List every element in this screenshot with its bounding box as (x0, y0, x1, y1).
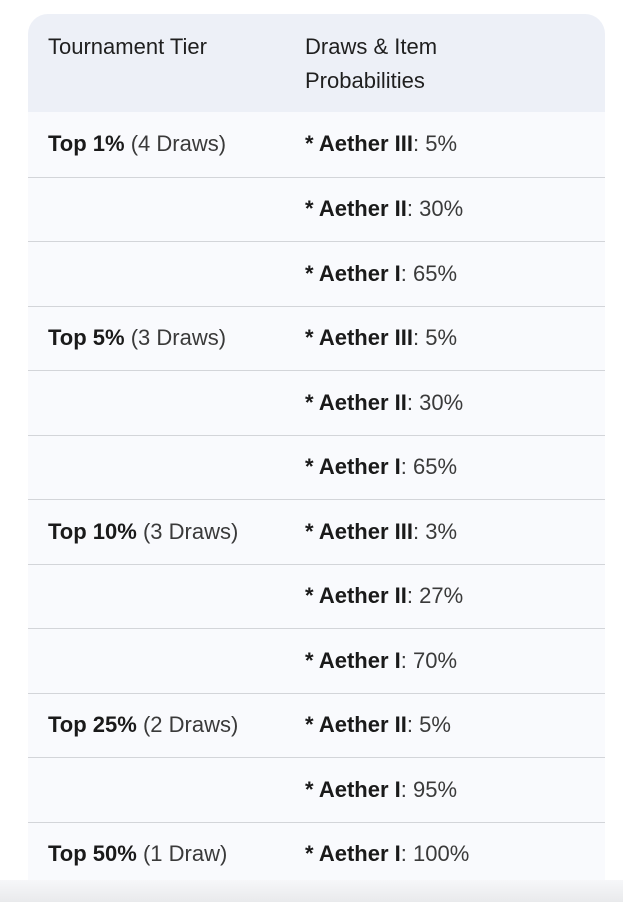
tier-cell: Top 1% (4 Draws) (28, 131, 305, 157)
draw-count: (1 Draw) (142, 841, 228, 867)
probability-cell: * Aether I: 100% (305, 841, 469, 867)
table-row: * Aether I: 65% (28, 434, 605, 500)
tier-label: Top 25% (48, 712, 137, 738)
table-row: Top 10% (3 Draws) * Aether III: 3% (28, 499, 605, 564)
table-row: Top 1% (4 Draws) * Aether III: 5% (28, 112, 605, 177)
tier-cell: Top 25% (2 Draws) (28, 712, 305, 738)
probability-cell: * Aether I: 70% (305, 648, 457, 674)
item-probability: : 70% (400, 647, 458, 673)
table-row: Top 50% (1 Draw) * Aether I: 100% (28, 821, 605, 887)
table-row: * Aether II: 27% (28, 563, 605, 629)
table-row: * Aether II: 30% (28, 370, 605, 435)
item-name: * Aether I (305, 647, 401, 673)
probability-cell: * Aether I: 65% (305, 261, 457, 287)
probability-cell: * Aether I: 95% (305, 777, 457, 803)
item-probability: : 30% (406, 389, 464, 415)
item-probability: : 5% (413, 325, 458, 351)
probability-cell: * Aether II: 30% (305, 196, 463, 222)
tier-cell: Top 5% (3 Draws) (28, 325, 305, 351)
item-name: * Aether I (305, 776, 401, 802)
table-row: Top 5% (3 Draws) * Aether III: 5% (28, 305, 605, 371)
probability-cell: * Aether III: 5% (305, 131, 457, 157)
probability-cell: * Aether III: 5% (305, 325, 457, 351)
probability-cell: * Aether I: 65% (305, 454, 457, 480)
item-name: * Aether II (305, 583, 407, 609)
bottom-shadow (0, 880, 623, 902)
item-name: * Aether I (305, 454, 401, 480)
tier-cell: Top 10% (3 Draws) (28, 519, 305, 545)
item-probability: : 30% (406, 196, 464, 222)
draw-count: (2 Draws) (142, 712, 239, 738)
probability-table: Tournament Tier Draws & Item Probabiliti… (28, 14, 605, 886)
draw-count: (4 Draws) (130, 131, 227, 157)
item-probability: : 5% (406, 712, 451, 738)
draw-count: (3 Draws) (130, 325, 227, 351)
table-row: * Aether I: 70% (28, 628, 605, 693)
table-body: Top 1% (4 Draws) * Aether III: 5% * Aethe… (28, 112, 605, 886)
item-name: * Aether III (305, 325, 413, 351)
tier-cell: Top 50% (1 Draw) (28, 841, 305, 867)
probability-cell: * Aether II: 30% (305, 390, 463, 416)
item-probability: : 27% (406, 583, 464, 609)
probability-cell: * Aether II: 27% (305, 583, 463, 609)
item-probability: : 95% (400, 776, 458, 802)
tier-label: Top 5% (48, 325, 125, 351)
item-probability: : 3% (413, 518, 458, 544)
item-probability: : 65% (400, 454, 458, 480)
item-name: * Aether II (305, 712, 407, 738)
header-draws-probabilities: Draws & Item Probabilities (305, 34, 438, 93)
table-header: Tournament Tier Draws & Item Probabiliti… (28, 14, 605, 112)
table-row: * Aether II: 30% (28, 176, 605, 242)
table-row: Top 25% (2 Draws) * Aether II: 5% (28, 692, 605, 758)
item-name: * Aether I (305, 260, 401, 286)
tier-label: Top 1% (48, 131, 125, 157)
table-row: * Aether I: 95% (28, 757, 605, 822)
item-probability: : 100% (400, 841, 470, 867)
item-probability: : 5% (413, 131, 458, 157)
tier-label: Top 50% (48, 841, 137, 867)
tier-label: Top 10% (48, 518, 137, 544)
header-tournament-tier: Tournament Tier (48, 34, 207, 59)
probability-cell: * Aether III: 3% (305, 519, 457, 545)
item-probability: : 65% (400, 260, 458, 286)
item-name: * Aether III (305, 518, 413, 544)
draw-count: (3 Draws) (142, 518, 239, 544)
item-name: * Aether II (305, 196, 407, 222)
probability-cell: * Aether II: 5% (305, 712, 451, 738)
item-name: * Aether I (305, 841, 401, 867)
item-name: * Aether III (305, 131, 413, 157)
table-row: * Aether I: 65% (28, 241, 605, 306)
item-name: * Aether II (305, 389, 407, 415)
